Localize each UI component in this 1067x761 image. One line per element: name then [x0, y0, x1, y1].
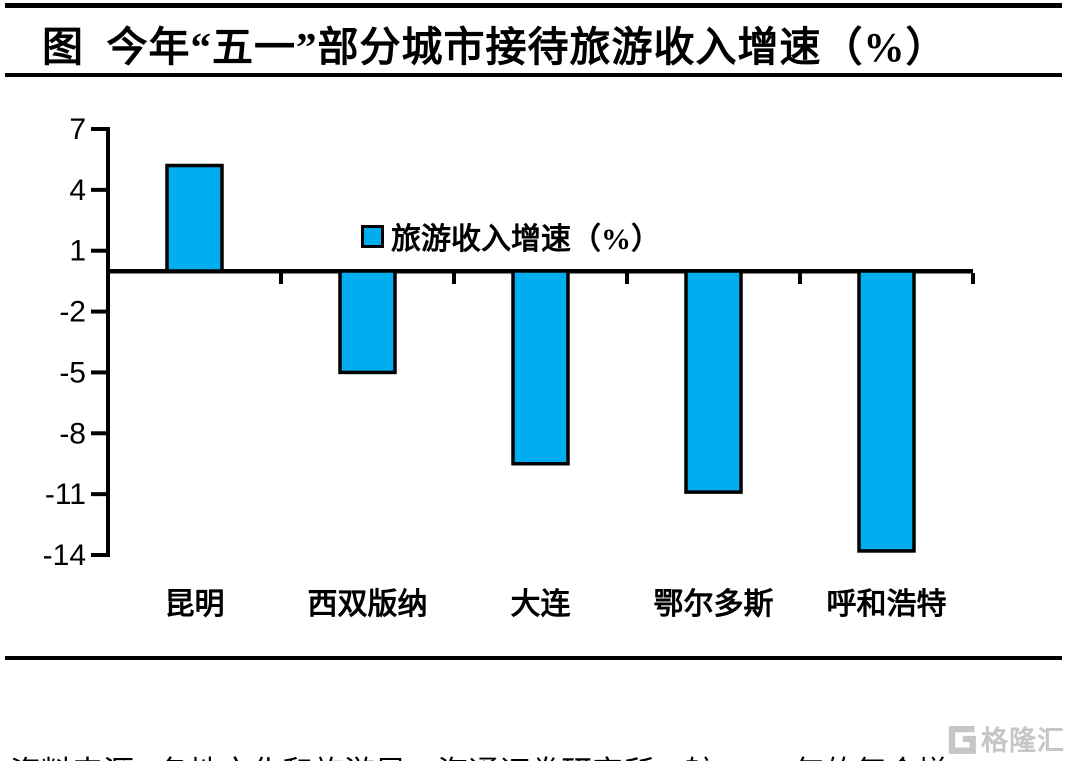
- y-axis-tick-label: -5: [59, 356, 86, 389]
- x-axis-tick: [279, 273, 283, 284]
- bar-chart: 7 4 1 -2 -5 -8 -11 -14 昆明 西双版纳 大连 鄂尔多斯 呼和浩特 旅游收入增速（%…: [0, 90, 1067, 640]
- y-axis-tick: [91, 553, 110, 557]
- y-axis-tick-label: 4: [69, 174, 86, 207]
- x-axis-category-label: 昆明: [165, 588, 225, 621]
- chart-legend: 旅游收入增速（%）: [361, 214, 661, 258]
- y-axis-tick: [91, 309, 110, 314]
- y-axis-tick-label: 1: [69, 235, 86, 268]
- source-note-line1: 资料来源: 各地文化和旅游局，海通证券研究所，较 2019 年的复合增: [10, 751, 1063, 761]
- title-bottom-rule: [5, 73, 1062, 77]
- source-top-rule: [5, 656, 1062, 660]
- x-axis-category-label: 呼和浩特: [827, 588, 947, 621]
- top-rule: [5, 3, 1062, 8]
- watermark-text: 格隆汇: [981, 726, 1065, 756]
- x-axis-tick: [971, 273, 975, 284]
- bar-呼和浩特: [857, 269, 916, 553]
- x-axis-tick: [625, 273, 629, 284]
- gelonghui-logo-icon: [948, 725, 976, 754]
- y-axis-tick-label: -14: [43, 539, 86, 572]
- figure-title: 图 今年“五一”部分城市接待旅游收入增速（%）: [42, 24, 948, 70]
- y-axis-tick-label: -8: [59, 417, 86, 450]
- source-note: 资料来源: 各地文化和旅游局，海通证券研究所，较 2019 年的复合增 速，昆明…: [10, 663, 1063, 761]
- y-axis-tick: [91, 492, 110, 497]
- y-axis-tick-label: -11: [45, 478, 86, 511]
- x-axis-tick: [798, 273, 802, 284]
- bar-鄂尔多斯: [684, 269, 743, 494]
- x-axis-category-label: 西双版纳: [308, 588, 428, 621]
- y-axis-tick-label: 7: [69, 113, 86, 146]
- y-axis-tick: [91, 431, 110, 436]
- watermark: 格隆汇: [943, 719, 1065, 758]
- bar-昆明: [165, 163, 224, 273]
- y-axis-tick: [91, 370, 110, 375]
- x-axis-tick: [452, 273, 456, 284]
- legend-label: 旅游收入增速（%）: [391, 223, 661, 256]
- legend-swatch: [361, 224, 384, 248]
- x-axis-category-label: 鄂尔多斯: [654, 588, 774, 621]
- y-axis-line: [106, 127, 110, 557]
- y-axis-tick: [91, 127, 110, 131]
- y-axis-tick: [91, 248, 110, 253]
- y-axis-tick-label: -2: [59, 296, 86, 329]
- chart-canvas: 7 4 1 -2 -5 -8 -11 -14 昆明 西双版纳 大连 鄂尔多斯 呼和浩特: [43, 113, 975, 621]
- x-axis-category-label: 大连: [511, 588, 572, 621]
- y-axis-tick: [91, 187, 110, 192]
- bar-大连: [511, 269, 570, 466]
- bar-西双版纳: [338, 269, 397, 375]
